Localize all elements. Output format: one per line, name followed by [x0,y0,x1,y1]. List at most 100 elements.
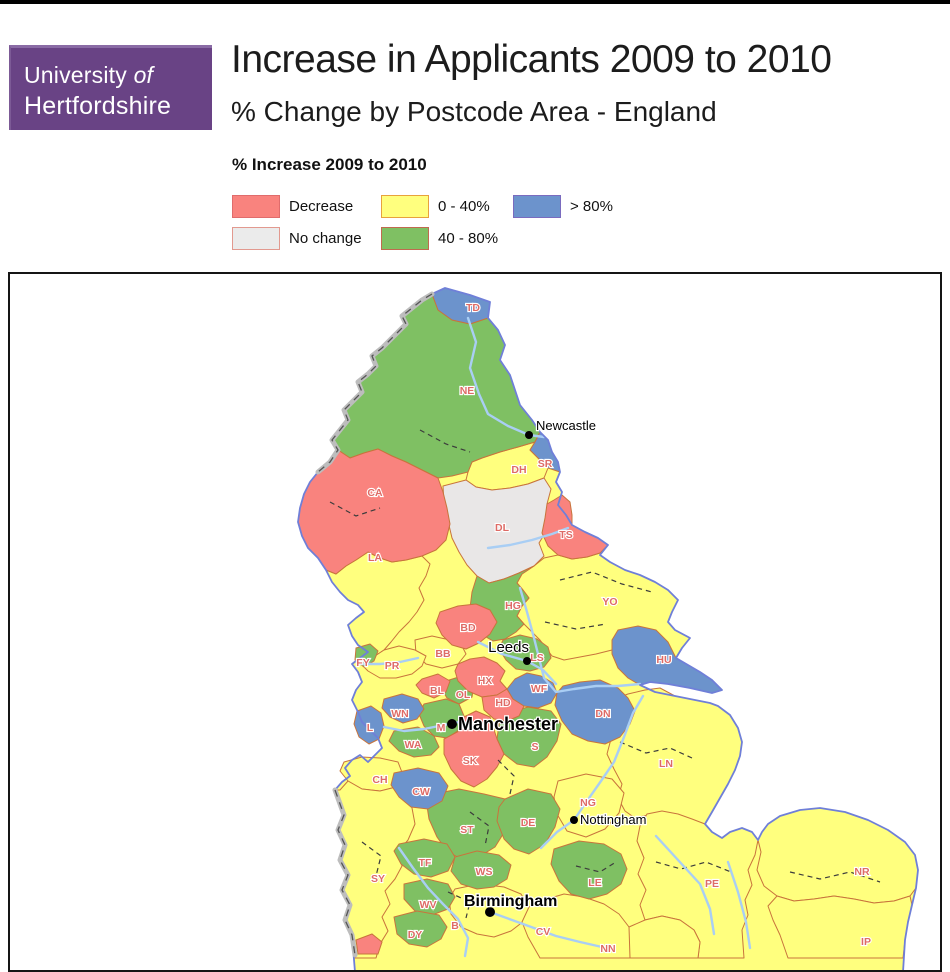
region-label-HU: HU [656,654,671,666]
county-boundary-dashed [361,841,382,877]
legend-item-no-change: No change [232,226,362,250]
region-label-DL: DL [495,522,510,534]
region-label-SK: SK [463,755,478,767]
county-boundary-dashed [575,861,617,873]
country-border-dashes [334,789,356,956]
region-BL [415,673,451,699]
legend-item-decrease: Decrease [232,194,353,218]
region-label-BB: BB [435,648,451,660]
logo-line1: University of [24,62,154,88]
city-dot-nottingham [570,816,578,824]
region-label-M: M [437,722,446,734]
region-label-S: S [531,741,538,753]
region-DY [393,910,448,948]
region-label-TS: TS [559,529,572,541]
region-WN [381,693,425,724]
city-label-birmingham: Birmingham [464,893,557,910]
region-label-DE: DE [521,817,536,829]
region-label-OL: OL [456,689,471,701]
legend-swatch-decrease [232,194,280,218]
region-label-WN: WN [391,708,409,720]
legend-item-0-40: 0 - 40% [381,194,490,218]
legend-swatch-40-80 [381,226,429,250]
legend-swatch-no-change [232,226,280,250]
region-label-NN: NN [600,943,615,955]
region-label-SY: SY [371,873,385,885]
river-line [539,694,645,850]
region-label-PE: PE [705,878,719,890]
country-border-dashes [317,293,433,473]
county-boundary-dashed [329,501,381,517]
region-BD [435,603,498,650]
region-SK [443,710,505,788]
region-label-CA: CA [367,487,383,499]
region-label-HG: HG [505,600,521,612]
region-label-BL: BL [430,685,445,697]
page-subtitle: % Change by Postcode Area - England [231,96,717,127]
region-LS [498,634,552,672]
county-boundary-dashed [469,811,490,847]
county-boundary-dashed [544,621,607,630]
map-frame: TD NE SR DH CA DL TS LA YO HG BD BB FY PR LS HU HX WF OL BL… [8,272,942,972]
city-dot-birmingham [485,907,495,917]
county-boundary-dashed [419,429,471,453]
region-label-TD: TD [466,302,480,314]
region-label-NG: NG [580,797,596,809]
river-line [397,846,470,958]
region-label-BD: BD [460,622,476,634]
river-line [518,586,642,694]
region-label-SR: SR [538,458,553,470]
city-label-manchester: Manchester [458,714,558,734]
region-TF [393,838,456,878]
region-IP [767,895,913,959]
region-label-WV: WV [420,899,437,911]
legend-swatch-gt-80 [513,194,561,218]
region-DE [496,788,561,855]
city-dot-newcastle [525,431,533,439]
city-label-leeds: Leeds [488,639,529,656]
city-label-nottingham: Nottingham [580,812,646,827]
city-dot-leeds [523,657,531,665]
region-label-WF: WF [531,683,548,695]
legend-item-gt-80: > 80% [513,194,613,218]
region-label-HD: HD [495,697,511,709]
region-label-LE: LE [588,877,601,889]
region-label-WA: WA [405,739,422,751]
region-label-DH: DH [511,464,526,476]
county-boundary-dashed [789,871,881,883]
river-line [654,834,716,936]
county-boundary-dashed [559,571,653,593]
university-of-hertfordshire-logo: University of Hertfordshire [9,45,212,130]
region-label-IP: IP [861,936,871,948]
region-S [496,706,562,768]
region-label-LA: LA [368,552,382,564]
region-label-NE: NE [460,385,475,397]
legend-item-40-80: 40 - 80% [381,226,498,250]
region-label-CV: CV [536,926,551,938]
county-boundary-dashed [497,759,515,795]
region-label-LN: LN [659,758,673,770]
region-label-PR: PR [385,660,400,672]
logo-line2: Hertfordshire [24,92,172,120]
legend-title: % Increase 2009 to 2010 [232,155,427,174]
coastline [297,287,919,970]
region-label-YO: YO [602,596,617,608]
region-FY [354,643,379,668]
legend-swatch-0-40 [381,194,429,218]
page-title: Increase in Applicants 2009 to 2010 [231,38,832,81]
region-LE [550,840,628,900]
city-dot-manchester [447,719,457,729]
window-top-bar [0,0,950,4]
region-WS [450,850,512,890]
region-label-HX: HX [478,675,493,687]
region-label-L: L [367,722,374,734]
city-label-newcastle: Newcastle [536,418,596,433]
region-label-DY: DY [408,929,423,941]
region-CW [390,767,449,810]
region-label-DN: DN [595,708,610,720]
county-boundary-dashed [655,861,732,873]
river-line [488,910,604,949]
river-line [358,656,420,666]
